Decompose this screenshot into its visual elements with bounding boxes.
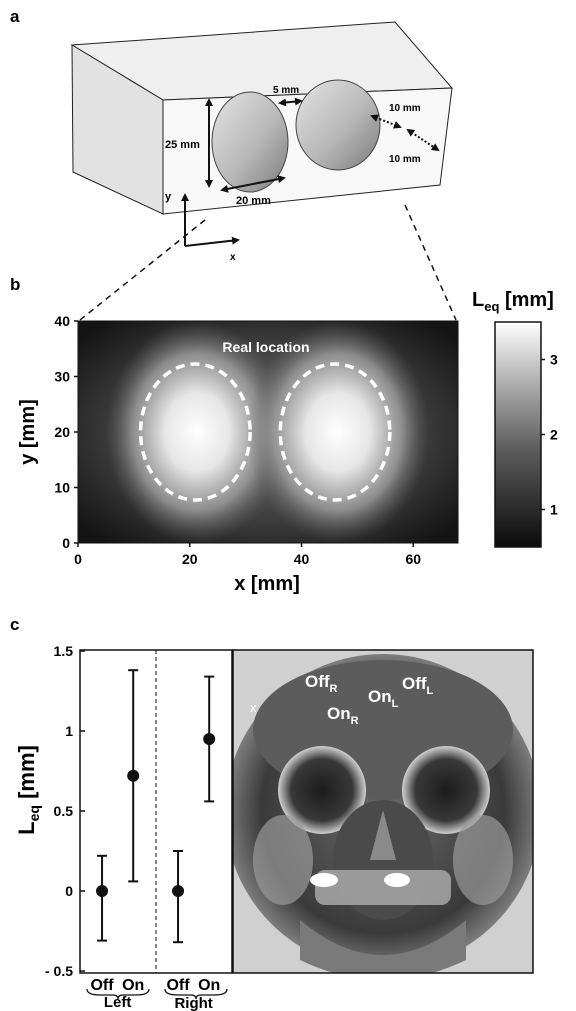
heatmap-xlabel: x [mm] xyxy=(234,573,300,595)
brace-left xyxy=(86,988,150,1000)
panel-c: c - 0.5 0 0.5 1 1.5 Leq [mm] Off On Off On L… xyxy=(10,615,534,1011)
errorbar-ylabel: Leq [mm] xyxy=(14,745,42,835)
heatmap xyxy=(78,321,458,543)
xray-frame xyxy=(232,649,534,974)
xray-label-on-r: OnR xyxy=(327,704,359,727)
dim-label-10mm-top: 10 mm xyxy=(389,103,421,114)
data-point xyxy=(96,885,109,897)
real-location-outline xyxy=(138,362,252,502)
heatmap-blob-right xyxy=(246,321,430,543)
dim-arrow-20mm xyxy=(220,175,286,193)
group-label-right: Right xyxy=(174,995,212,1011)
xray-label-off-r: OffR xyxy=(305,672,338,695)
dim-label-10mm-bottom: 10 mm xyxy=(389,154,421,165)
heatmap-x-tick-label: 60 xyxy=(406,551,422,567)
colorbar xyxy=(494,321,542,548)
projection-line-right xyxy=(404,204,457,321)
axis-x-label: x xyxy=(230,252,236,263)
heatmap-x-tick-label: 40 xyxy=(294,551,310,567)
heatmap-y-tick-label: 20 xyxy=(54,424,70,440)
heatmap-annotation: Real location xyxy=(222,339,309,355)
xray-image xyxy=(233,650,533,973)
heatmap-ylabel: y [mm] xyxy=(17,399,39,465)
left-sphere xyxy=(211,91,289,193)
heatmap-y-tick-label: 0 xyxy=(62,535,70,551)
panel-b-letter: b xyxy=(10,275,20,294)
colorbar-tick-label: 3 xyxy=(550,352,558,368)
heatmap-y-tick-label: 40 xyxy=(54,313,70,329)
brace-right xyxy=(164,988,228,1000)
colorbar-title: Leq [mm] xyxy=(472,289,554,314)
xtick-on-left: On xyxy=(122,977,144,994)
data-point xyxy=(127,769,140,782)
xray-label-on-l: OnL xyxy=(368,687,399,710)
colorbar-tick-label: 2 xyxy=(550,427,558,443)
axis-x-arrow xyxy=(184,236,240,247)
panel-a-letter: a xyxy=(10,7,20,26)
dim-arrow-10mm-top xyxy=(370,114,402,129)
heatmap-y-ticks: 0 10 20 30 40 xyxy=(54,313,78,551)
panel-c-letter: c xyxy=(10,615,19,634)
orbit-right xyxy=(402,746,490,834)
right-sphere xyxy=(295,79,381,171)
heatmap-y-tick-label: 10 xyxy=(54,480,70,496)
colorbar-ticks: 1 2 3 xyxy=(541,352,558,518)
errorbar-y-tick-label: - 0.5 xyxy=(45,963,73,979)
dim-label-5mm: 5 mm xyxy=(273,85,299,96)
errorbar-marks xyxy=(96,669,216,944)
data-point xyxy=(203,733,216,745)
xtick-off-left: Off xyxy=(90,977,114,994)
xtick-on-right: On xyxy=(198,977,220,994)
dim-arrow-5mm xyxy=(278,97,303,107)
xray-label-off-l: OffL xyxy=(402,674,434,697)
panel-a: a 25 mm 5 mm 20 mm 10 mm 10 mm y x xyxy=(10,7,457,321)
real-location-outline xyxy=(278,362,392,502)
heatmap-x-tick-label: 20 xyxy=(182,551,198,567)
errorbar-y-tick-label: 1.5 xyxy=(54,643,74,659)
heatmap-y-tick-label: 30 xyxy=(54,369,70,385)
projection-line-left xyxy=(79,219,206,321)
dental-filling-left xyxy=(310,873,338,887)
panel-b: b Real location 0 20 40 60 0 10 20 30 40 x [mm]… xyxy=(10,275,558,595)
heatmap-blob-left xyxy=(105,321,289,543)
colorbar-tick-label: 1 xyxy=(550,502,558,518)
errorbar-y-ticks: - 0.5 0 0.5 1 1.5 xyxy=(45,643,85,979)
errorbar-y-tick-label: 1 xyxy=(65,723,73,739)
orbit-left xyxy=(278,746,366,834)
heatmap-x-ticks: 0 20 40 60 xyxy=(74,543,421,567)
heatmap-regions xyxy=(138,362,392,502)
xtick-off-right: Off xyxy=(166,977,190,994)
errorbar-y-tick-label: 0.5 xyxy=(54,803,74,819)
heatmap-x-tick-label: 0 xyxy=(74,551,82,567)
xray-marker: x xyxy=(250,700,257,715)
dim-label-20mm: 20 mm xyxy=(236,195,271,207)
dental-filling-right xyxy=(384,873,410,887)
axis-y-label: y xyxy=(165,191,172,203)
data-point xyxy=(172,885,185,897)
dim-label-25mm: 25 mm xyxy=(165,139,200,151)
group-label-left: Left xyxy=(104,994,132,1011)
errorbar-y-tick-label: 0 xyxy=(65,883,73,899)
